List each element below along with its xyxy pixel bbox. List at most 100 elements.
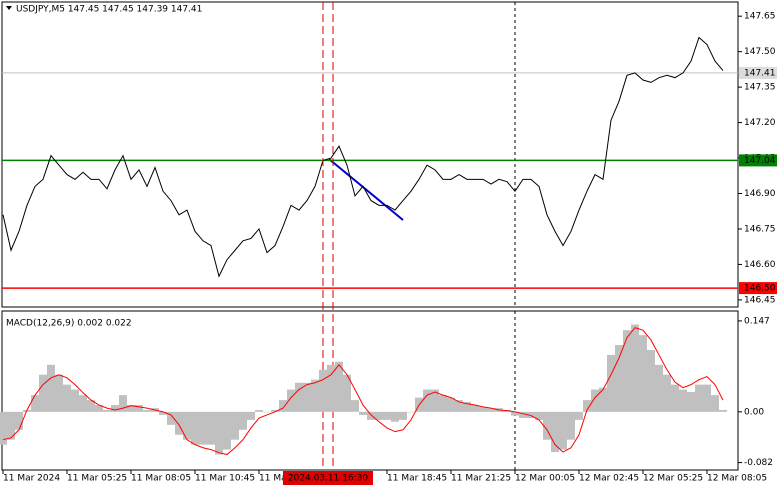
macd-bar [471, 405, 479, 412]
signal-line [2, 327, 724, 456]
macd-bar [255, 409, 263, 412]
y-tick-label: 146.75 [744, 224, 776, 234]
y-tick-label: 147.50 [744, 47, 776, 57]
macd-bar [671, 384, 679, 412]
y-tick-label: 147.20 [744, 118, 776, 128]
macd-bar [599, 387, 607, 412]
macd-bar [319, 369, 327, 412]
y-tick-label: 146.90 [744, 189, 776, 199]
macd-panel-title: MACD(12,26,9) 0.002 0.022 [6, 319, 132, 329]
macd-bar [711, 395, 719, 412]
macd-bar [639, 335, 647, 412]
level-label: 147.41 [744, 68, 776, 78]
macd-bar [655, 364, 663, 412]
macd-bar [327, 364, 335, 412]
macd-bar [487, 408, 495, 412]
macd-bar [263, 411, 271, 413]
macd-bar [87, 400, 95, 412]
level-label-box [739, 66, 777, 79]
cursor-label: 2024.03.11 16:30 [288, 474, 369, 484]
level-label-box [739, 154, 777, 167]
macd-bar [175, 411, 183, 435]
macd-bar [623, 330, 631, 412]
macd-bar [71, 389, 79, 412]
macd-bar [527, 411, 535, 419]
macd-bar [7, 411, 15, 440]
macd-bar [567, 411, 575, 440]
macd-bar [63, 384, 71, 412]
y-tick-label: 147.65 [744, 12, 776, 22]
macd-bar [663, 374, 671, 412]
macd-bar [223, 411, 231, 450]
macd-bar [383, 411, 391, 420]
macd-bar [583, 400, 591, 412]
macd-bar [519, 411, 527, 419]
macd-bar [127, 405, 135, 412]
macd-bar [399, 411, 407, 420]
macd-bar [199, 411, 207, 445]
macd-bar [55, 374, 63, 412]
macd-bar [367, 411, 375, 420]
macd-bar [431, 389, 439, 412]
macd-bar [447, 397, 455, 412]
macd-bar [455, 400, 463, 412]
macd-bar [559, 411, 567, 450]
macd-bar [607, 354, 615, 412]
macd-bar [615, 345, 623, 412]
macd-bar [687, 392, 695, 412]
x-tick-label: 11 Mar 21:25 [451, 474, 511, 484]
macd-bar [343, 374, 351, 412]
macd-bar [143, 409, 151, 412]
macd-bar [335, 361, 343, 412]
macd-bar [591, 389, 599, 412]
macd-bar [423, 389, 431, 412]
macd-bar [119, 395, 127, 412]
macd-bar [303, 382, 311, 412]
macd-bar [391, 411, 399, 422]
y-tick-label: 0.00 [744, 407, 764, 417]
trend-line [328, 158, 404, 221]
x-tick-label: 12 Mar 05:25 [643, 474, 703, 484]
macd-bar [479, 406, 487, 412]
macd-bar [15, 411, 23, 430]
y-tick-label: 0.147 [744, 316, 770, 326]
macd-bar [31, 395, 39, 412]
macd-bar [279, 400, 287, 412]
macd-bar [375, 411, 383, 420]
y-tick-label: 146.45 [744, 295, 776, 305]
macd-bar [351, 400, 359, 412]
price-panel-title: USDJPY,M5 147.45 147.45 147.39 147.41 [16, 5, 202, 15]
macd-bar [167, 411, 175, 425]
panel-menu-icon [6, 6, 12, 10]
macd-panel-frame [1, 310, 739, 471]
macd-bar [543, 411, 551, 440]
macd-bar [231, 411, 239, 440]
macd-bar [135, 405, 143, 412]
macd-bar [439, 395, 447, 412]
x-tick-label: 12 Mar 02:45 [579, 474, 639, 484]
level-label: 146.50 [744, 284, 776, 294]
macd-bar [0, 411, 7, 445]
macd-bar [311, 379, 319, 412]
macd-bar [287, 389, 295, 412]
macd-bar [535, 411, 543, 420]
macd-bar [47, 364, 55, 412]
macd-bar [103, 409, 111, 412]
macd-bar [215, 411, 223, 455]
macd-bar [95, 405, 103, 412]
macd-bar [719, 409, 727, 412]
y-tick-label: 147.35 [744, 83, 776, 93]
macd-bar [159, 411, 167, 415]
macd-bar [703, 384, 711, 412]
macd-bar [295, 382, 303, 412]
level-label: 147.04 [744, 156, 776, 166]
macd-bar [551, 411, 559, 453]
macd-bar [111, 405, 119, 412]
x-tick-label: 12 Mar 00:05 [515, 474, 575, 484]
y-tick-label: -0.082 [744, 458, 773, 468]
macd-bar [407, 411, 415, 413]
macd-bar [191, 411, 199, 445]
cursor-label-box [283, 471, 373, 485]
x-tick-label: 11 Mar 10:45 [195, 474, 255, 484]
